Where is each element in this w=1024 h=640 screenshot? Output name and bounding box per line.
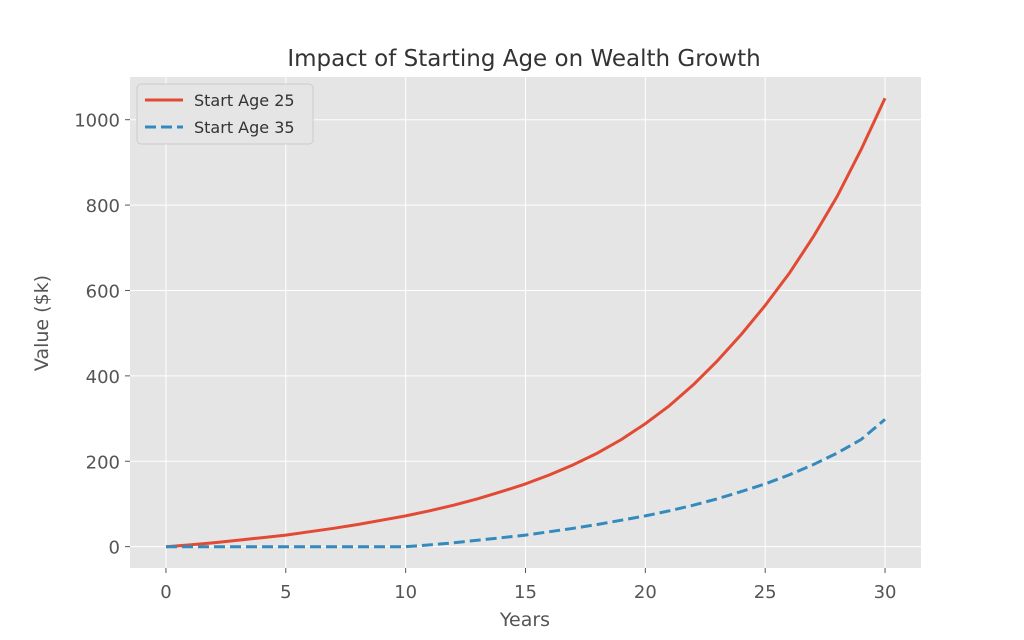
- x-tick-label: 15: [514, 582, 537, 603]
- grid-lines: [130, 77, 921, 568]
- y-tick-label: 400: [86, 367, 120, 388]
- x-axis-label: Years: [499, 609, 550, 631]
- series-line-start-age-25: [165, 97, 887, 549]
- chart-title: Impact of Starting Age on Wealth Growth: [287, 46, 760, 72]
- x-tick-label: 0: [160, 582, 171, 603]
- legend-label-start-age-35: Start Age 35: [194, 118, 295, 137]
- y-tick-label: 600: [86, 281, 120, 302]
- series-line-start-age-35: [166, 418, 886, 549]
- y-tick-label: 200: [86, 452, 120, 473]
- x-tick-label: 30: [874, 582, 897, 603]
- x-tick-label: 25: [754, 582, 777, 603]
- y-tick-label: 1000: [74, 111, 120, 132]
- legend: Start Age 25 Start Age 35: [136, 83, 314, 145]
- x-tick-label: 20: [634, 582, 657, 603]
- series-lines: [165, 97, 887, 549]
- x-tick-label: 10: [394, 582, 417, 603]
- y-tick-label: 800: [86, 196, 120, 217]
- x-tick-label: 5: [280, 582, 291, 603]
- y-axis-label: Value ($k): [31, 275, 53, 371]
- legend-label-start-age-25: Start Age 25: [194, 91, 295, 110]
- y-tick-label: 0: [109, 538, 120, 559]
- axis-ticks: 0 5 10 15 20 25 30 0 200 400 600 800 1000: [74, 111, 896, 603]
